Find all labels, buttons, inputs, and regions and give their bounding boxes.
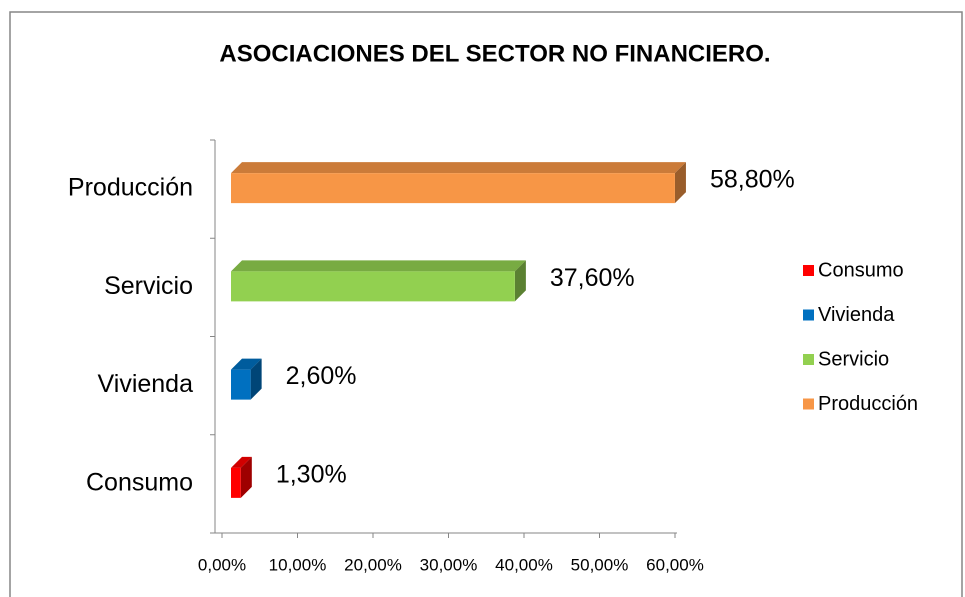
chart-title: ASOCIACIONES DEL SECTOR NO FINANCIERO. — [219, 40, 770, 67]
bar — [231, 369, 251, 400]
x-tick-label: 40,00% — [495, 555, 553, 574]
bar-side — [514, 260, 526, 302]
bar-top — [231, 162, 686, 174]
legend-label: Servicio — [818, 348, 889, 370]
legend-label: Vivienda — [818, 304, 895, 326]
legend-swatch — [803, 354, 814, 365]
y-tick-label: Servicio — [104, 272, 193, 300]
chart-frame — [9, 11, 963, 597]
legend-swatch — [803, 265, 814, 276]
legend-label: Consumo — [818, 259, 904, 281]
x-tick-label: 10,00% — [269, 555, 327, 574]
x-tick-label: 60,00% — [646, 555, 704, 574]
value-label: 58,80% — [710, 166, 795, 194]
legend-label: Producción — [818, 393, 918, 415]
y-tick-label: Consumo — [86, 468, 193, 496]
value-label: 2,60% — [286, 362, 357, 390]
bar-top — [231, 456, 252, 468]
x-tick-label: 30,00% — [420, 555, 478, 574]
x-tick-label: 50,00% — [571, 555, 629, 574]
x-tick-label: 0,00% — [198, 555, 246, 574]
legend-swatch — [803, 309, 814, 321]
x-tick-label: 20,00% — [344, 555, 402, 574]
bar — [231, 173, 675, 204]
value-label: 1,30% — [276, 460, 347, 488]
bar — [231, 271, 515, 302]
bar-top — [231, 260, 526, 272]
y-tick-label: Vivienda — [98, 370, 194, 398]
value-label: 37,60% — [550, 264, 635, 292]
legend-swatch — [803, 398, 814, 410]
bar-side — [240, 456, 252, 498]
bar — [231, 467, 241, 498]
bar-side — [674, 162, 686, 204]
bar-side — [250, 358, 262, 400]
bar-top — [231, 358, 262, 370]
y-tick-label: Producción — [68, 174, 193, 202]
